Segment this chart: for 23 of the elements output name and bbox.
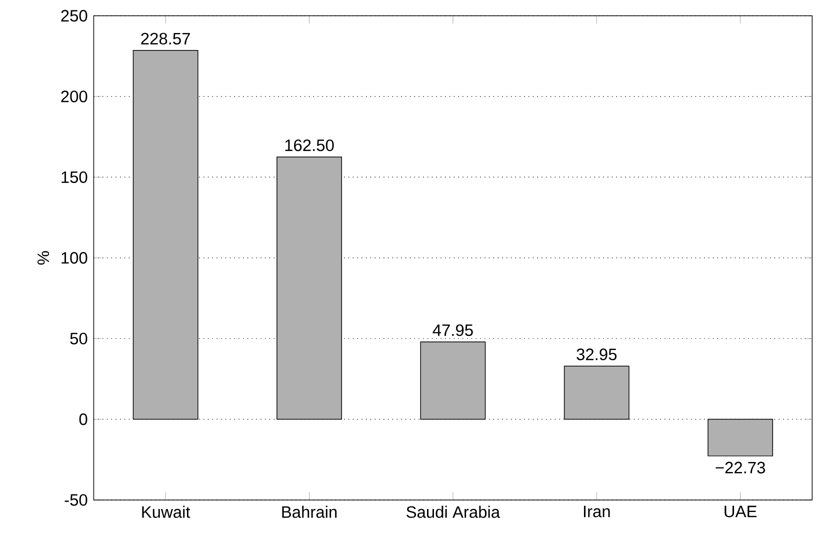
data-label: 228.57 <box>141 32 190 45</box>
bar <box>564 366 630 420</box>
x-tick-label: Bahrain <box>282 506 337 518</box>
data-label: 47.95 <box>432 324 473 336</box>
bar <box>276 156 342 420</box>
y-tick-label: 0 <box>79 413 88 426</box>
y-tick-label: 250 <box>61 10 88 22</box>
x-tick-label: Saudi Arabia <box>406 506 500 518</box>
x-tick-label: Iran <box>584 506 610 518</box>
y-tick-label: 100 <box>62 252 88 264</box>
x-tick-label: UAE <box>724 506 757 518</box>
y-tick-label: 150 <box>62 171 88 184</box>
data-label: 32.95 <box>576 348 617 360</box>
x-tick-label: Kuwait <box>142 506 190 518</box>
data-label: 162.50 <box>285 139 334 152</box>
bar <box>132 50 198 420</box>
bar <box>420 342 486 420</box>
bar <box>708 418 774 456</box>
y-axis-title: % <box>38 251 50 265</box>
y-tick-label: -50 <box>64 494 88 506</box>
y-tick-label: 200 <box>61 90 88 102</box>
data-label: −22.73 <box>716 462 766 474</box>
y-tick-label: 50 <box>70 332 88 344</box>
